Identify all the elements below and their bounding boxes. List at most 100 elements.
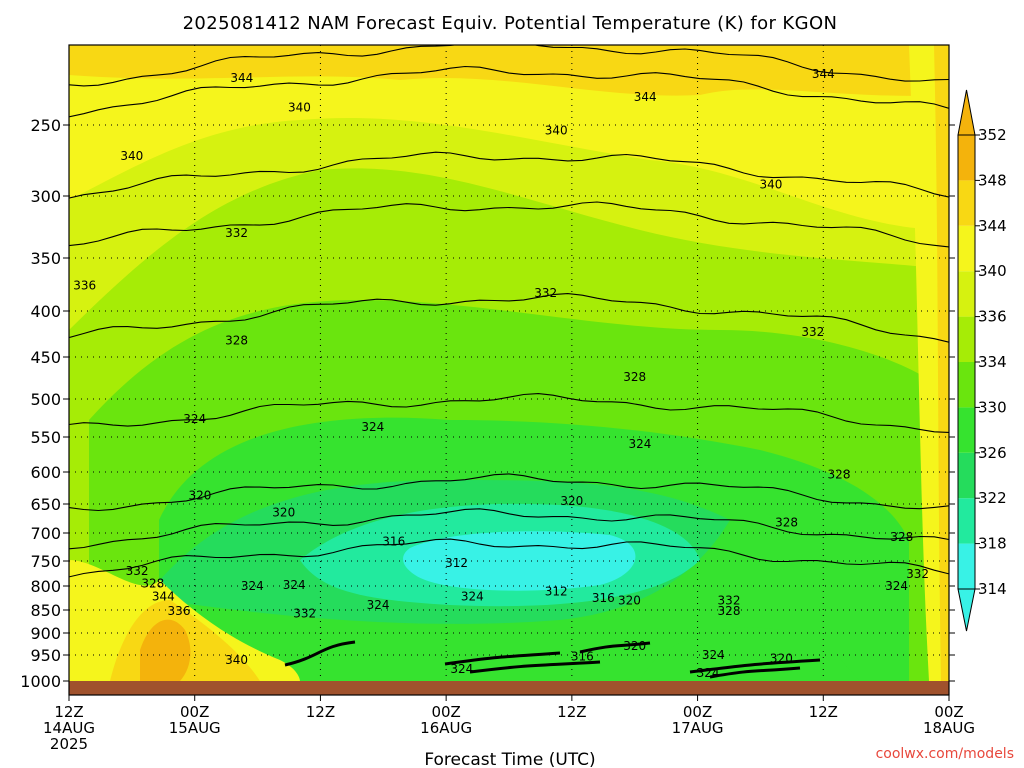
contour-streak bbox=[469, 660, 601, 674]
contour-streak bbox=[709, 666, 801, 679]
contour-label: 344 bbox=[230, 71, 253, 85]
x-tick-label: 00Z bbox=[683, 703, 712, 721]
contour-label: 332 bbox=[534, 286, 557, 300]
x-tick-label: 2025 bbox=[50, 735, 88, 753]
contour-line bbox=[69, 293, 949, 343]
colorbar-swatch bbox=[958, 225, 975, 272]
y-tick-label: 1000 bbox=[20, 672, 61, 691]
colorbar-label: 326 bbox=[978, 444, 1007, 462]
contour-label: 332 bbox=[801, 325, 824, 339]
contour-label: 324 bbox=[450, 662, 473, 676]
contour-streak bbox=[689, 658, 821, 674]
colorbar-label: 340 bbox=[978, 262, 1007, 280]
contour-label: 324 bbox=[628, 437, 651, 451]
contour-label: 320 bbox=[272, 506, 295, 520]
colorbar-swatch bbox=[958, 543, 975, 589]
colorbar-label: 348 bbox=[978, 171, 1007, 189]
contour-label: 324 bbox=[885, 579, 908, 593]
colorbar-label: 314 bbox=[978, 580, 1007, 598]
contour-label: 320 bbox=[770, 652, 793, 666]
contour-label: 332 bbox=[906, 567, 929, 581]
contour-label: 312 bbox=[445, 556, 468, 570]
contour-label: 316 bbox=[592, 591, 615, 605]
y-tick-label: 900 bbox=[30, 624, 61, 643]
y-tick-label: 350 bbox=[30, 249, 61, 268]
contour-label: 344 bbox=[634, 90, 657, 104]
x-tick-label: 00Z bbox=[180, 703, 209, 721]
colorbar-label: 330 bbox=[978, 398, 1007, 416]
y-tick-label: 300 bbox=[30, 187, 61, 206]
contour-label: 344 bbox=[812, 67, 835, 81]
colorbar: 314 318 322 326 330 334 336 340 344 348 352 bbox=[957, 89, 1007, 632]
colorbar-label: 336 bbox=[978, 308, 1007, 326]
y-tick-label: 450 bbox=[30, 348, 61, 367]
contour-label: 336 bbox=[168, 604, 191, 618]
colorbar-max-arrow bbox=[957, 89, 976, 136]
contour-line bbox=[69, 45, 949, 87]
contour-label: 324 bbox=[697, 666, 720, 680]
contour-label: 328 bbox=[775, 516, 798, 530]
x-axis-label: Forecast Time (UTC) bbox=[424, 750, 595, 768]
field-right-edge bbox=[934, 45, 949, 681]
contour-label: 332 bbox=[126, 564, 149, 578]
contour-label: 332 bbox=[293, 607, 316, 621]
field-lowwarm-peak bbox=[140, 619, 191, 681]
contour-label: 328 bbox=[141, 577, 164, 591]
chart-title: 2025081412 NAM Forecast Equiv. Potential… bbox=[183, 13, 838, 34]
contour-label: 312 bbox=[545, 584, 568, 598]
y-tick-label: 650 bbox=[30, 495, 61, 514]
contour-line bbox=[69, 393, 949, 433]
contour-label: 324 bbox=[367, 598, 390, 612]
contour-label: 336 bbox=[73, 279, 96, 293]
contour-label: 340 bbox=[545, 124, 568, 138]
colorbar-label: 322 bbox=[978, 489, 1007, 507]
y-tick-label: 600 bbox=[30, 463, 61, 482]
contour-streak bbox=[579, 641, 651, 654]
colorbar-label: 318 bbox=[978, 535, 1007, 553]
colorbar-swatch bbox=[958, 135, 975, 181]
x-tick-label: 00Z bbox=[934, 703, 963, 721]
colorbar-swatch bbox=[958, 407, 975, 453]
plot-frame bbox=[68, 44, 950, 696]
y-tick-label: 250 bbox=[30, 116, 61, 135]
contour-streak bbox=[284, 640, 356, 667]
x-tick-label: 12Z bbox=[54, 703, 83, 721]
field-layer: 3443403403403443443403363323323323283283… bbox=[69, 45, 949, 681]
x-tick-label: 12Z bbox=[809, 703, 838, 721]
colorbar-label: 352 bbox=[978, 126, 1007, 144]
field-upper-warm bbox=[69, 45, 949, 230]
contour-label: 328 bbox=[623, 370, 646, 384]
contour-label: 332 bbox=[718, 593, 741, 607]
y-tick-label: 800 bbox=[30, 577, 61, 596]
colorbar-swatch bbox=[958, 180, 975, 226]
contour-line bbox=[69, 473, 949, 512]
credit-text: coolwx.com/models bbox=[876, 746, 1014, 762]
contour-line bbox=[69, 201, 949, 248]
y-tick-label: 700 bbox=[30, 524, 61, 543]
plot-area: 3443403403403443443403363323323323283283… bbox=[68, 44, 950, 696]
contour-line bbox=[69, 538, 949, 578]
x-tick-label: 16AUG bbox=[420, 719, 472, 737]
colorbar-swatch bbox=[958, 271, 975, 317]
contour-label: 340 bbox=[120, 149, 143, 163]
ground-strip bbox=[69, 681, 949, 695]
contour-label: 324 bbox=[241, 579, 264, 593]
contour-label: 320 bbox=[623, 639, 646, 653]
y-tick-label: 950 bbox=[30, 646, 61, 665]
colorbar-label: 334 bbox=[978, 353, 1007, 371]
x-tick-label: 12Z bbox=[557, 703, 586, 721]
x-tick-label: 14AUG bbox=[43, 719, 95, 737]
colorbar-label: 344 bbox=[978, 217, 1007, 235]
contour-label: 328 bbox=[718, 604, 741, 618]
colorbar-swatch bbox=[958, 452, 975, 499]
contour-label: 324 bbox=[702, 648, 725, 662]
colorbar-swatch bbox=[958, 362, 975, 408]
contour-label: 324 bbox=[283, 578, 306, 592]
contour-label: 324 bbox=[461, 590, 484, 604]
field-lowright bbox=[640, 627, 860, 681]
x-tick-label: 15AUG bbox=[169, 719, 221, 737]
y-tick-label: 850 bbox=[30, 601, 61, 620]
x-tick-label: 17AUG bbox=[672, 719, 724, 737]
contour-label: 328 bbox=[890, 530, 913, 544]
